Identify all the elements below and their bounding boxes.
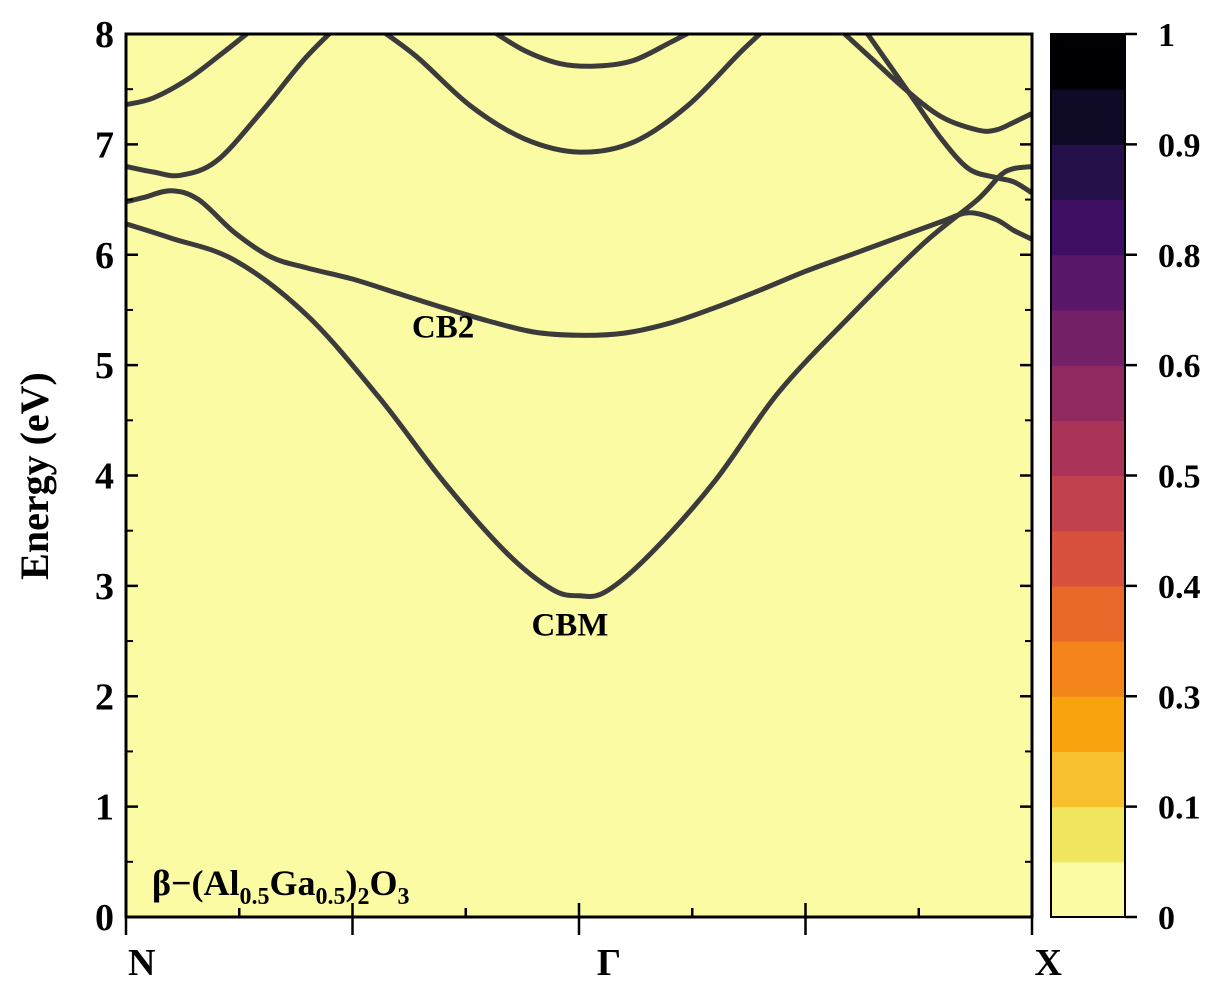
y-axis: 0 1 2 3 4 5 6 7 8 <box>95 14 1032 939</box>
y-tick-label: 6 <box>95 235 114 277</box>
band-line-7 <box>841 34 1032 134</box>
x-tick-label: N <box>128 942 155 984</box>
colorbar-band <box>1051 365 1125 421</box>
colorbar-tick-label: 0.4 <box>1158 569 1201 606</box>
colorbar-tick-label: 0.8 <box>1158 238 1201 275</box>
colorbar-band <box>1051 585 1125 642</box>
material-label: β−(Al0.5Ga0.5)2O3 <box>152 863 410 910</box>
band-line-4 <box>126 34 251 108</box>
plot-background <box>126 34 1032 917</box>
band-line-1 <box>126 164 1032 599</box>
colorbar <box>1051 34 1125 918</box>
band-line-5 <box>382 34 764 155</box>
colorbar-tick-label: 0.5 <box>1158 459 1201 496</box>
x-tick-label: Γ <box>597 942 621 984</box>
y-axis-label: Energy (eV) <box>12 372 57 580</box>
y-tick-label: 5 <box>95 345 114 387</box>
colorbar-band <box>1051 89 1125 145</box>
colorbar-tick-label: 0.6 <box>1158 348 1201 385</box>
colorbar-band <box>1051 309 1125 366</box>
y-tick-label: 8 <box>95 14 114 56</box>
colorbar-tick-label: 1 <box>1158 17 1175 54</box>
colorbar-tick-label: 0.9 <box>1158 127 1201 164</box>
band-line-2 <box>126 188 1032 338</box>
y-tick-label: 1 <box>95 787 114 829</box>
colorbar-tick-label: 0 <box>1158 900 1175 937</box>
colorbar-band <box>1051 475 1125 532</box>
colorbar-band <box>1051 641 1125 697</box>
y-tick-label: 3 <box>95 566 114 608</box>
colorbar-band <box>1051 530 1125 587</box>
band-line-3 <box>126 34 333 179</box>
band-line-8 <box>864 34 1032 196</box>
colorbar-band <box>1051 144 1125 201</box>
annotation-cb2: CB2 <box>412 310 474 346</box>
colorbar-band <box>1051 751 1125 808</box>
colorbar-band <box>1051 34 1125 90</box>
colorbar-band <box>1051 696 1125 753</box>
y-tick-label: 2 <box>95 676 114 718</box>
colorbar-band <box>1051 420 1125 477</box>
x-tick-label: X <box>1035 942 1062 984</box>
colorbar-tick-label: 0.1 <box>1158 790 1201 827</box>
band-lines <box>126 34 1032 599</box>
colorbar-tick-label: 0.3 <box>1158 679 1201 716</box>
band-line-6 <box>492 34 692 69</box>
colorbar-band <box>1051 806 1125 863</box>
colorbar-axis: 0 0.1 0.3 0.4 0.5 0.6 0.8 0.9 1 <box>1125 17 1201 937</box>
y-tick-label: 0 <box>95 897 114 939</box>
annotation-cbm: CBM <box>531 608 608 644</box>
colorbar-band <box>1051 254 1125 311</box>
y-tick-label: 4 <box>95 456 114 498</box>
colorbar-band <box>1051 199 1125 256</box>
y-tick-label: 7 <box>95 124 114 166</box>
colorbar-band <box>1051 861 1125 918</box>
